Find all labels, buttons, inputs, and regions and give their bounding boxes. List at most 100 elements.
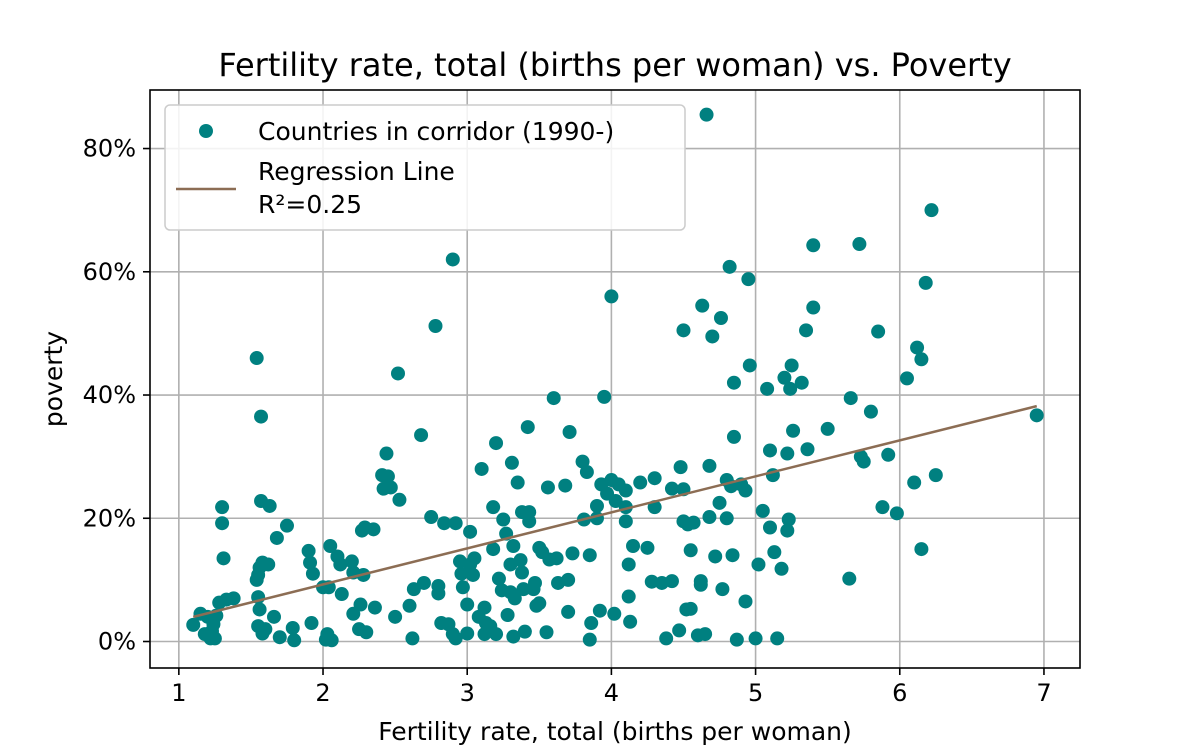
data-point bbox=[517, 624, 532, 639]
regression-line bbox=[192, 404, 1038, 619]
data-point bbox=[856, 454, 871, 469]
data-point bbox=[454, 566, 469, 581]
data-point bbox=[729, 632, 744, 647]
data-point bbox=[366, 522, 381, 537]
data-point bbox=[562, 424, 577, 439]
data-point bbox=[881, 447, 896, 462]
data-point bbox=[640, 540, 655, 555]
data-point bbox=[777, 370, 792, 385]
data-point bbox=[607, 606, 622, 621]
data-point bbox=[383, 480, 398, 495]
data-point bbox=[673, 460, 688, 475]
data-point bbox=[693, 574, 708, 589]
data-point bbox=[780, 523, 795, 538]
data-point bbox=[579, 465, 594, 480]
scatter-points bbox=[186, 107, 1044, 648]
data-point bbox=[448, 516, 463, 531]
data-point bbox=[516, 582, 531, 597]
data-point bbox=[186, 617, 201, 632]
data-point bbox=[575, 454, 590, 469]
data-point bbox=[506, 538, 521, 553]
data-point bbox=[705, 329, 720, 344]
x-tick-label: 6 bbox=[892, 679, 907, 707]
data-point bbox=[486, 500, 501, 515]
data-point bbox=[380, 469, 395, 484]
data-point bbox=[510, 475, 525, 490]
data-point bbox=[676, 323, 691, 338]
data-point bbox=[460, 626, 475, 641]
data-point bbox=[783, 381, 798, 396]
data-point bbox=[207, 631, 222, 646]
data-point bbox=[683, 601, 698, 616]
data-point bbox=[924, 203, 939, 218]
data-point bbox=[463, 524, 478, 539]
data-point bbox=[249, 351, 264, 366]
data-point bbox=[907, 475, 922, 490]
data-point bbox=[659, 631, 674, 646]
data-point bbox=[448, 631, 463, 646]
y-tick-label: 60% bbox=[83, 258, 136, 286]
data-point bbox=[786, 423, 801, 438]
x-axis-label: Fertility rate, total (births per woman) bbox=[378, 717, 852, 746]
x-tick-label: 2 bbox=[315, 679, 330, 707]
y-axis-ticks: 0% 20% 40% 60% 80% bbox=[83, 135, 150, 656]
data-point bbox=[391, 366, 405, 381]
data-point bbox=[258, 622, 273, 637]
data-point bbox=[477, 600, 492, 615]
x-tick-label: 4 bbox=[604, 679, 619, 707]
data-point bbox=[262, 498, 277, 513]
data-point bbox=[820, 421, 835, 436]
data-point bbox=[738, 483, 753, 498]
data-point bbox=[928, 468, 943, 483]
chart-title: Fertility rate, total (births per woman)… bbox=[218, 46, 1011, 84]
data-point bbox=[532, 596, 547, 611]
legend-box bbox=[164, 104, 686, 231]
data-point bbox=[549, 551, 564, 566]
data-point bbox=[715, 582, 730, 597]
data-point bbox=[561, 572, 576, 587]
data-point bbox=[561, 604, 576, 619]
data-point bbox=[726, 375, 741, 390]
data-point bbox=[592, 603, 607, 618]
data-point bbox=[474, 461, 489, 476]
data-point bbox=[842, 571, 857, 586]
data-point bbox=[889, 506, 904, 521]
data-point bbox=[683, 543, 698, 558]
data-point bbox=[800, 442, 815, 457]
data-point bbox=[806, 238, 821, 253]
data-point bbox=[914, 542, 929, 557]
legend[interactable]: Countries in corridor (1990-) Regression… bbox=[164, 104, 686, 231]
y-axis-label: poverty bbox=[39, 331, 68, 427]
data-point bbox=[522, 514, 537, 529]
data-point bbox=[774, 561, 789, 576]
data-point bbox=[437, 516, 452, 531]
legend-label-r-squared: R²=0.25 bbox=[258, 190, 362, 219]
data-point bbox=[712, 495, 727, 510]
data-point bbox=[272, 630, 287, 645]
data-point bbox=[725, 548, 740, 563]
data-point bbox=[910, 340, 925, 355]
data-point bbox=[301, 543, 316, 558]
data-point bbox=[359, 625, 374, 640]
data-point bbox=[799, 323, 814, 338]
x-axis-ticks: 1 2 3 4 5 6 7 bbox=[171, 668, 1052, 707]
data-point bbox=[604, 289, 619, 304]
data-point bbox=[333, 557, 348, 572]
data-point bbox=[539, 625, 554, 640]
data-point bbox=[702, 458, 717, 473]
data-point bbox=[254, 409, 269, 424]
data-point bbox=[708, 549, 723, 564]
data-point bbox=[428, 319, 443, 334]
data-point bbox=[344, 554, 359, 569]
data-point bbox=[261, 557, 276, 572]
data-point bbox=[719, 511, 734, 526]
data-point bbox=[414, 428, 429, 443]
data-point bbox=[755, 503, 770, 518]
data-point bbox=[491, 571, 506, 586]
data-point bbox=[713, 310, 728, 325]
data-point bbox=[722, 259, 737, 274]
data-point bbox=[780, 446, 795, 461]
data-point bbox=[303, 555, 318, 570]
data-point bbox=[465, 567, 480, 582]
